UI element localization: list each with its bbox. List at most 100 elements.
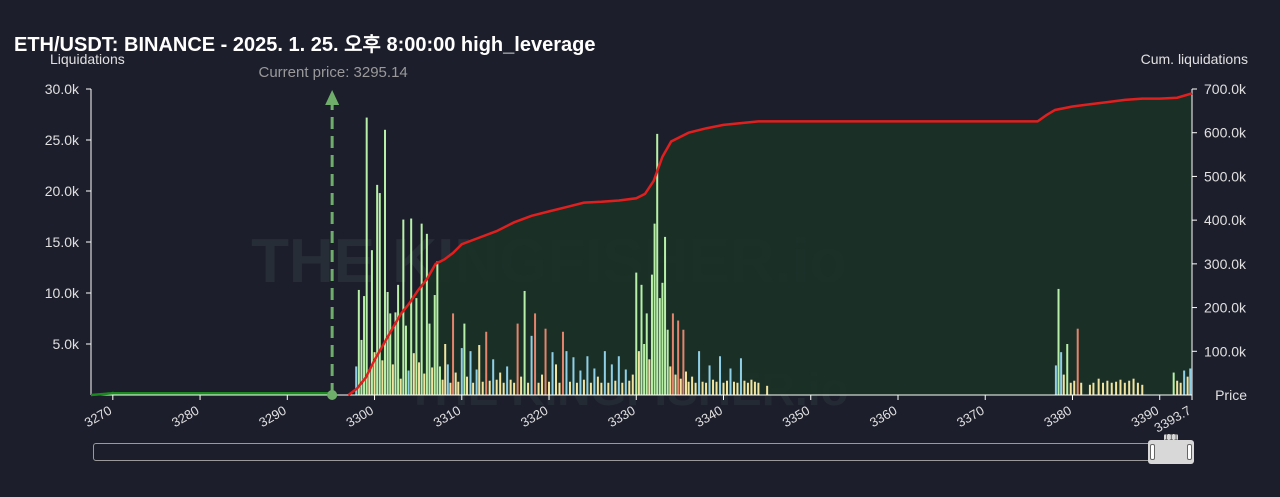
liquidation-bar: [368, 369, 371, 395]
liquidation-bar: [635, 272, 638, 395]
liquidation-bar: [449, 382, 452, 395]
y-left-tick-label: 25.0k: [45, 132, 80, 148]
liquidation-bar: [628, 380, 631, 395]
liquidation-bar: [664, 236, 667, 395]
liquidation-bar: [399, 378, 402, 395]
liquidation-bar: [513, 382, 516, 395]
liquidation-bar: [370, 250, 373, 395]
liquidation-bar: [530, 335, 533, 395]
y-left-tick-label: 20.0k: [45, 183, 80, 199]
liquidation-bar: [1189, 368, 1192, 395]
range-handle-right[interactable]: [1187, 444, 1192, 460]
liquidation-bar: [541, 374, 544, 395]
liquidation-bar: [1069, 382, 1072, 395]
liquidation-bar: [610, 364, 613, 395]
liquidation-bar: [1136, 382, 1139, 395]
liquidation-bar: [607, 382, 610, 395]
liquidation-bar: [575, 382, 578, 395]
y-left-tick-label: 15.0k: [45, 234, 80, 250]
range-scrollbar[interactable]: [93, 443, 1194, 461]
liquidation-bar: [412, 353, 415, 395]
y-right-tick-label: 700.0k: [1204, 81, 1247, 97]
liquidation-bar: [1092, 382, 1095, 395]
cumulative-line-above: [347, 92, 1193, 396]
x-tick-label: 3360: [867, 403, 900, 430]
liquidation-bar: [457, 381, 460, 395]
liquidation-bar: [428, 323, 431, 395]
range-handle-left[interactable]: [1150, 444, 1155, 460]
liquidation-bar: [1066, 344, 1069, 395]
liquidation-bar: [384, 129, 387, 396]
liquidation-bar: [732, 381, 735, 395]
liquidation-bar: [548, 381, 551, 395]
liquidation-bar: [523, 290, 526, 395]
liquidation-bar: [463, 323, 466, 395]
y-left-tick-label: 30.0k: [45, 81, 80, 97]
liquidation-bar: [452, 313, 455, 395]
liquidation-bar: [516, 323, 519, 395]
liquidation-bar: [492, 359, 495, 395]
y-right-tick-label: 300.0k: [1204, 256, 1247, 272]
liquidation-bar: [1172, 372, 1175, 395]
y-right-axis-title: Cum. liquidations: [1140, 51, 1248, 67]
liquidation-bar: [1183, 370, 1186, 395]
liquidation-bar: [698, 351, 701, 395]
scrollbar-thumb[interactable]: [1148, 440, 1194, 464]
liquidation-bar: [656, 133, 659, 395]
liquidation-bar: [589, 382, 592, 395]
liquidation-bar: [509, 379, 512, 395]
liquidation-bar: [674, 374, 677, 395]
cumulative-area: [348, 93, 1192, 395]
liquidation-bar: [373, 352, 376, 395]
liquidation-bar: [679, 378, 682, 395]
liquidation-bar: [506, 366, 509, 395]
liquidation-bar: [520, 376, 523, 395]
liquidation-bar: [363, 296, 366, 395]
liquidation-bar: [404, 325, 407, 395]
liquidation-bar: [499, 372, 502, 395]
liquidation-bar: [757, 382, 760, 395]
current-price-dot: [327, 390, 338, 400]
y-left-tick-label: 5.0k: [53, 336, 80, 352]
liquidation-bar: [671, 313, 674, 395]
liquidation-bar: [446, 364, 449, 395]
liquidation-bar: [1176, 380, 1179, 395]
scrollbar-grip-icon[interactable]: III: [1164, 433, 1179, 443]
x-tick-label: 3300: [343, 403, 376, 430]
liquidation-bar: [739, 358, 742, 395]
liquidation-bar: [355, 366, 358, 395]
liquidation-bar: [669, 366, 672, 395]
liquidation-bar: [534, 313, 537, 395]
current-price-label: Current price: 3295.14: [259, 64, 408, 81]
liquidation-bar: [1179, 382, 1182, 395]
liquidation-bar: [381, 360, 384, 395]
liquidation-bar: [1102, 382, 1105, 395]
liquidation-bar: [715, 381, 718, 395]
liquidation-bar: [701, 381, 704, 395]
chart-title: ETH/USDT: BINANCE - 2025. 1. 25. 오후 8:00…: [14, 34, 596, 56]
liquidation-bar: [485, 331, 488, 395]
liquidation-bar: [1054, 365, 1057, 395]
liquidation-bar: [444, 344, 447, 395]
y-right-tick-label: 500.0k: [1204, 168, 1247, 184]
liquidation-bar: [441, 379, 444, 395]
current-price-arrow-icon: [325, 90, 340, 105]
x-axis-title: Price: [1215, 387, 1247, 403]
liquidation-bar: [436, 261, 439, 395]
liquidation-bar: [420, 223, 423, 395]
liquidation-bar: [614, 380, 617, 395]
liquidation-bar: [1060, 352, 1063, 395]
liquidation-bar: [1073, 380, 1076, 395]
liquidation-bar: [402, 219, 405, 395]
liquidation-bar: [694, 382, 697, 395]
liquidation-bar: [666, 329, 669, 395]
y-left-tick-label: 10.0k: [45, 285, 80, 301]
liquidation-bar: [1128, 380, 1131, 395]
liquidation-bar: [640, 284, 643, 395]
liquidation-bar: [394, 312, 397, 395]
liquidation-bar: [572, 357, 575, 395]
liquidation-bar: [389, 313, 392, 395]
x-tick-label: 3393.7: [1152, 403, 1194, 436]
liquidation-bar: [631, 374, 634, 395]
x-tick-label: 3270: [82, 403, 115, 430]
